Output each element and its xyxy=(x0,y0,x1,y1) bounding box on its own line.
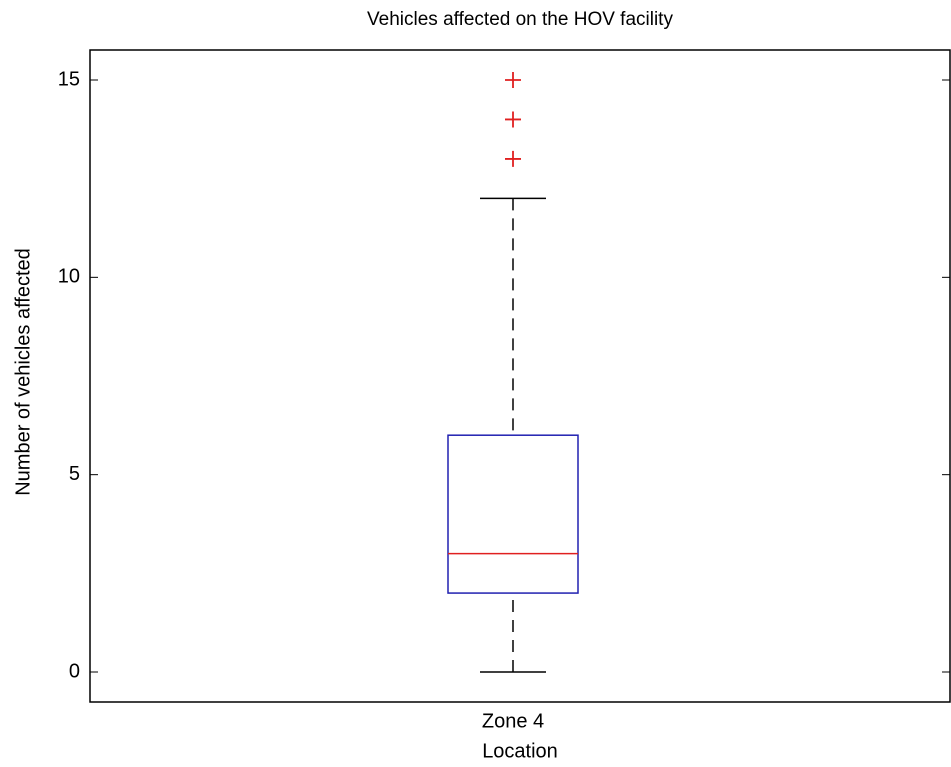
x-tick-label: Zone 4 xyxy=(482,710,544,732)
outlier xyxy=(505,111,521,128)
outlier xyxy=(505,71,521,88)
x-axis-label: Location xyxy=(482,740,558,762)
y-tick-label: 15 xyxy=(58,68,80,90)
y-tick-label: 5 xyxy=(69,463,80,485)
y-tick-label: 0 xyxy=(69,660,80,682)
y-tick-label: 10 xyxy=(58,266,80,288)
outlier xyxy=(505,150,521,167)
axes-frame xyxy=(89,49,951,703)
box xyxy=(447,434,579,594)
chart-title: Vehicles affected on the HOV facility xyxy=(367,9,673,30)
y-axis-label: Number of vehicles affected xyxy=(12,248,34,496)
